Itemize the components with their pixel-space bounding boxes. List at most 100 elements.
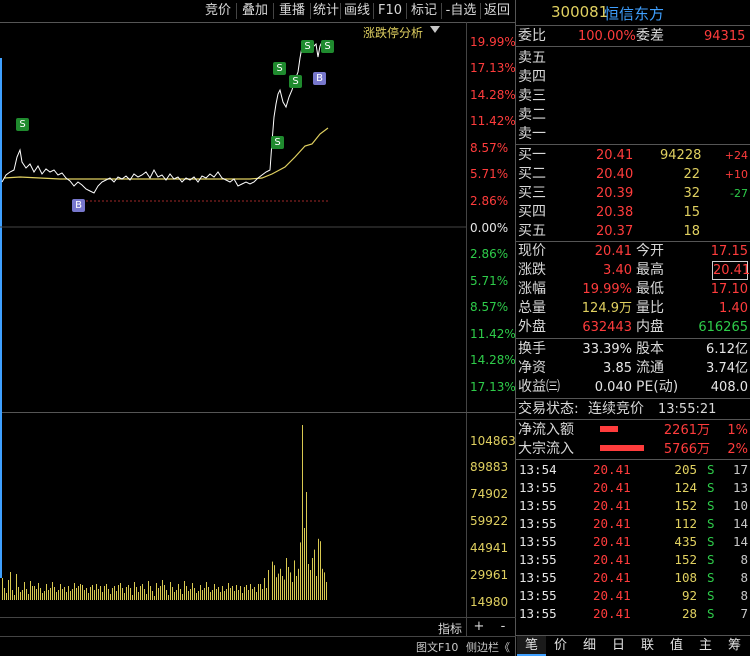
bid-price[interactable]: 20.40 (596, 167, 634, 182)
tick-time: 13:54 (519, 462, 557, 477)
divider (516, 635, 750, 636)
volume-bar (84, 590, 85, 600)
flow-label: 大宗流入 (518, 441, 574, 457)
tick-count: 8 (740, 588, 748, 603)
volume-bar (112, 588, 113, 600)
intraday-chart[interactable] (0, 22, 466, 614)
volume-bar (152, 591, 153, 600)
fund-value: 3.74亿 (706, 361, 748, 376)
ask-label: 卖三 (518, 88, 546, 104)
toolbar-mark-button[interactable]: 标记 (410, 3, 437, 18)
sell-marker[interactable]: S (321, 40, 334, 53)
volume-bar (256, 592, 257, 600)
flow-pct: 2% (727, 442, 748, 457)
zoom-in-button[interactable]: + (473, 619, 485, 634)
volume-bar (320, 541, 321, 600)
graphic-f10-link[interactable]: 图文F10 (416, 641, 459, 654)
volume-bar (78, 586, 79, 600)
volume-bar (290, 572, 291, 600)
toolbar-overlay-button[interactable]: 叠加 (241, 3, 268, 18)
tick-volume: 152 (674, 498, 697, 513)
axis-label: 5.71% (470, 167, 509, 181)
volume-bar (110, 594, 111, 600)
volume-bar (46, 584, 47, 600)
axis-label: 8.57% (470, 300, 509, 314)
indicator-label[interactable]: 指标 (438, 622, 463, 636)
volume-bar (324, 572, 325, 600)
tick-side: S (707, 480, 715, 495)
bid-price[interactable]: 20.41 (596, 148, 634, 163)
sell-marker[interactable]: S (16, 118, 29, 131)
volume-bar (248, 590, 249, 600)
volume-bar (316, 576, 317, 600)
bid-price[interactable]: 20.39 (596, 186, 634, 201)
tab-value[interactable]: 值 (669, 638, 683, 653)
price-line (1, 39, 327, 194)
ask-label: 卖五 (518, 50, 546, 66)
sell-marker[interactable]: S (271, 136, 284, 149)
volume-bar (56, 592, 57, 600)
volume-chart (2, 425, 327, 600)
buy-marker[interactable]: B (72, 199, 85, 212)
tick-time: 13:55 (519, 552, 557, 567)
volume-bar (34, 586, 35, 600)
volume-bar (54, 587, 55, 600)
volume-bar (310, 570, 311, 600)
volume-bar (116, 591, 117, 600)
trade-status-label: 交易状态: (518, 401, 579, 417)
volume-bar (274, 565, 275, 600)
axis-label: 2.86% (470, 194, 509, 208)
volume-bar (296, 576, 297, 600)
zoom-out-button[interactable]: - (500, 619, 506, 634)
toolbar-f10-button[interactable]: F10 (377, 3, 403, 18)
tab-main[interactable]: 主 (698, 638, 712, 653)
tab-chips[interactable]: 筹 (727, 638, 741, 653)
fund-label: 股本 (636, 341, 664, 357)
volume-bar (242, 593, 243, 600)
volume-bar (264, 578, 265, 600)
volume-bar (18, 587, 19, 600)
toolbar-back-button[interactable]: 返回 (483, 3, 510, 18)
stock-name[interactable]: 恒信东方 (604, 5, 665, 23)
quote-label: 现价 (518, 243, 546, 259)
volume-bar (244, 587, 245, 600)
volume-bar (16, 574, 17, 600)
volume-bar (146, 594, 147, 600)
sell-marker[interactable]: S (301, 40, 314, 53)
volume-bar (250, 584, 251, 600)
bid-label: 买四 (518, 204, 546, 220)
limit-analysis-link[interactable]: 涨跌停分析 (363, 26, 424, 40)
quote-label: 外盘 (518, 319, 546, 335)
sidebar-toggle[interactable]: 侧边栏《 (466, 641, 510, 654)
tick-side: S (707, 534, 715, 549)
toolbar-stats-button[interactable]: 统计 (312, 3, 339, 18)
sell-marker[interactable]: S (289, 75, 302, 88)
volume-bar (150, 586, 151, 600)
bid-price[interactable]: 20.37 (596, 224, 634, 239)
tick-volume: 435 (674, 534, 697, 549)
volume-bar (134, 582, 135, 600)
axis-label: 14.28% (470, 353, 516, 367)
toolbar-replay-button[interactable]: 重播 (278, 3, 305, 18)
toolbar-draw-button[interactable]: 画线 (343, 3, 370, 18)
chevron-down-icon[interactable] (430, 26, 440, 33)
tab-linked[interactable]: 联 (640, 638, 654, 653)
tab-daily[interactable]: 日 (611, 638, 625, 653)
quote-value: 616265 (698, 320, 748, 335)
buy-marker[interactable]: B (313, 72, 326, 85)
volume-bar (220, 592, 221, 600)
volume-bar (178, 584, 179, 600)
volume-bar (144, 589, 145, 600)
tab-price[interactable]: 价 (553, 638, 567, 653)
toolbar-auction-button[interactable]: 竞价 (204, 3, 231, 18)
axis-label: 59922 (470, 514, 509, 528)
divider (516, 46, 750, 47)
volume-bar (148, 581, 149, 600)
tab-trades[interactable]: 笔 (517, 636, 546, 656)
toolbar-watchlist-button[interactable]: -自选 (445, 3, 477, 18)
bid-price[interactable]: 20.38 (596, 205, 634, 220)
volume-bar (138, 592, 139, 600)
tick-row: 13:55 20.41 28 S 7 (517, 605, 750, 623)
tab-detail[interactable]: 细 (582, 638, 596, 653)
sell-marker[interactable]: S (273, 62, 286, 75)
